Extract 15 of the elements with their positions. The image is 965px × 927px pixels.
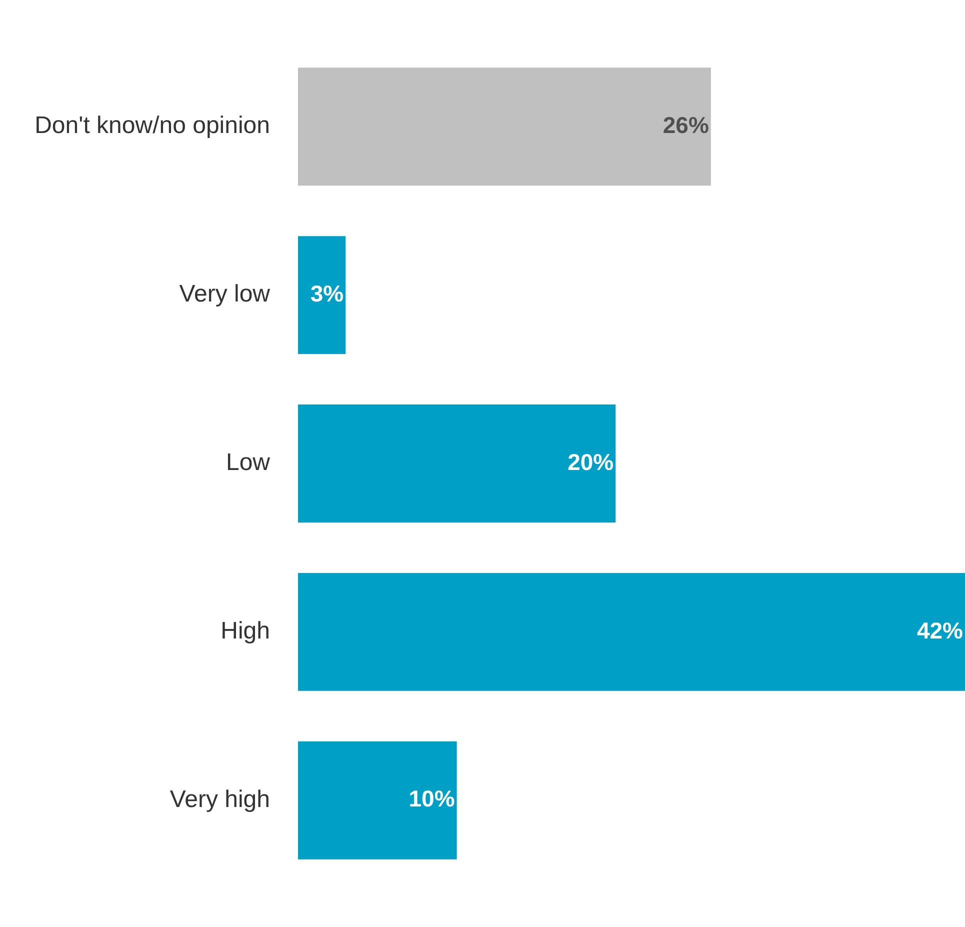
y-tick-label: Very high [170,786,270,814]
bar [298,236,346,354]
y-tick-label: Don't know/no opinion [34,112,270,140]
data-label: 20% [568,448,614,475]
data-label: 3% [310,280,344,306]
bar [298,68,711,186]
data-label: 10% [408,786,455,812]
data-label: 26% [662,112,709,138]
y-tick-label: High [220,618,270,645]
bar [298,572,965,691]
data-label: 42% [916,617,963,644]
bar [298,741,457,860]
y-tick-label: Very low [179,280,271,308]
y-tick-label: Low [226,449,271,476]
bar [298,404,616,522]
